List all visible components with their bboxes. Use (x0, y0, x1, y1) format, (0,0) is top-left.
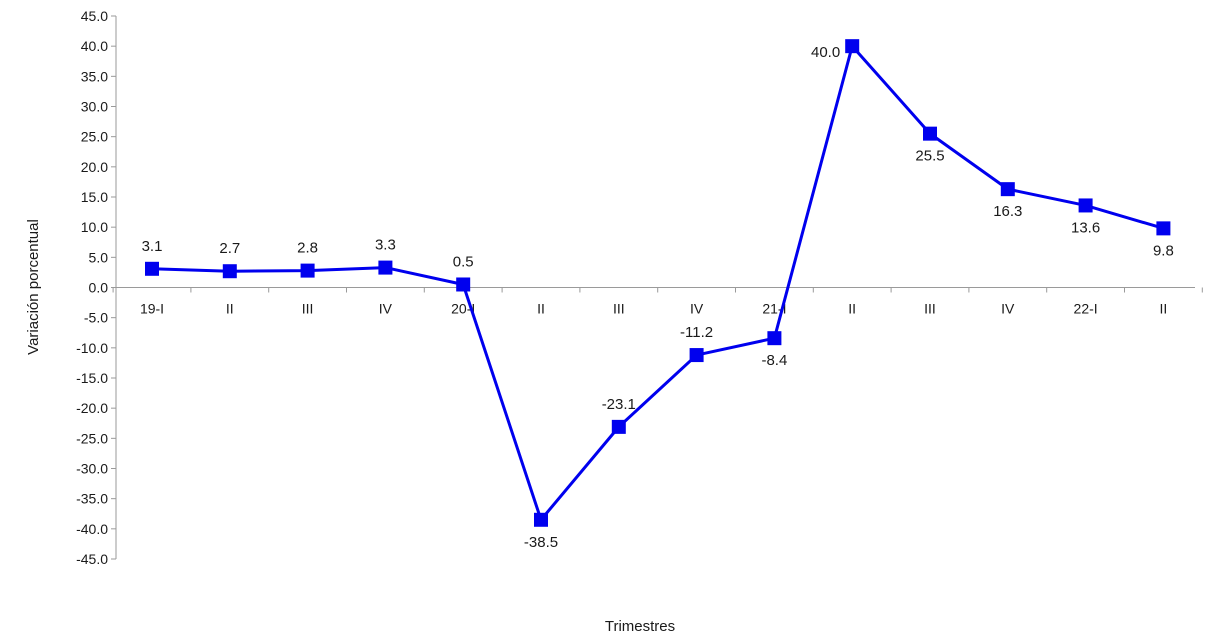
y-tick-label: 20.0 (81, 159, 108, 175)
x-tick-label: II (537, 301, 545, 317)
y-tick-label: -20.0 (76, 400, 108, 416)
data-label: 3.1 (142, 238, 163, 255)
x-tick-label: II (848, 301, 856, 317)
data-point-marker (534, 512, 548, 527)
data-point-marker (1078, 198, 1093, 213)
y-tick-label: -45.0 (76, 551, 108, 567)
y-tick-label: 15.0 (81, 189, 108, 205)
x-tick-label: IV (379, 301, 393, 317)
x-tick-label: IV (690, 301, 704, 317)
x-tick-label: IV (1001, 301, 1015, 317)
x-tick-label: III (924, 301, 936, 317)
y-tick-label: -25.0 (76, 430, 108, 446)
x-tick-label: II (226, 301, 234, 317)
x-tick-label: II (1160, 301, 1168, 317)
data-label: 25.5 (915, 148, 944, 165)
y-tick-label: 25.0 (81, 129, 108, 145)
series-line (151, 44, 1164, 522)
x-tick-label: 22-I (1074, 301, 1098, 317)
y-tick-label: 45.0 (81, 8, 108, 24)
data-point-marker (222, 264, 237, 279)
data-label: -8.4 (761, 352, 787, 369)
y-tick-label: -35.0 (76, 491, 108, 507)
y-tick-label: 30.0 (81, 99, 108, 115)
x-tick-label: 19-I (140, 301, 164, 317)
y-tick-label: 35.0 (81, 68, 108, 84)
data-label: 2.7 (219, 240, 240, 257)
data-point-marker (689, 348, 704, 363)
data-label: 9.8 (1153, 242, 1174, 259)
data-point-marker (145, 261, 159, 276)
y-tick-label: -40.0 (76, 521, 108, 537)
data-label: 3.3 (375, 237, 396, 254)
data-label: 13.6 (1071, 219, 1100, 236)
data-label: -23.1 (602, 396, 636, 413)
y-tick-label: -30.0 (76, 461, 108, 477)
data-labels: 3.1 2.7 2.8 3.3 0.5 -38.5 -23.1 -11.2 -8.4 40.0 25… (142, 44, 1174, 551)
data-label: -38.5 (524, 534, 558, 551)
data-point-marker (1156, 221, 1171, 236)
x-axis-title: Trimestres (605, 618, 675, 635)
y-tick-label: 0.0 (89, 280, 109, 296)
data-point-marker (456, 277, 471, 292)
y-tick-label: -15.0 (76, 370, 108, 386)
data-point-marker (611, 419, 626, 434)
data-point-marker (378, 260, 393, 275)
x-tick-label: III (613, 301, 625, 317)
y-axis: 45.0 40.0 35.0 30.0 25.0 20.0 15.0 10.0 5.0 0.0 -5… (76, 8, 117, 567)
data-point-marker (300, 263, 315, 278)
data-point-marker (1000, 182, 1015, 197)
y-axis-title: Variación porcentual (25, 219, 42, 355)
y-tick-label: -5.0 (84, 310, 108, 326)
data-point-marker (845, 39, 860, 54)
data-label: 0.5 (453, 253, 474, 270)
x-axis: 19-I II III IV 20-I II III IV 21-I II III IV 22-I II (112, 287, 1203, 317)
y-tick-label: -10.0 (76, 340, 108, 356)
y-tick-label: 10.0 (81, 219, 108, 235)
y-tick-label: 40.0 (81, 38, 108, 54)
data-label: 40.0 (811, 44, 840, 61)
data-point-marker (923, 126, 937, 141)
x-tick-label: III (302, 301, 314, 317)
series-group (145, 39, 1171, 527)
data-point-marker (767, 331, 782, 346)
data-label: -11.2 (680, 324, 713, 341)
data-label: 2.8 (297, 240, 318, 257)
data-label: 16.3 (993, 203, 1022, 220)
y-tick-label: 5.0 (89, 249, 109, 265)
